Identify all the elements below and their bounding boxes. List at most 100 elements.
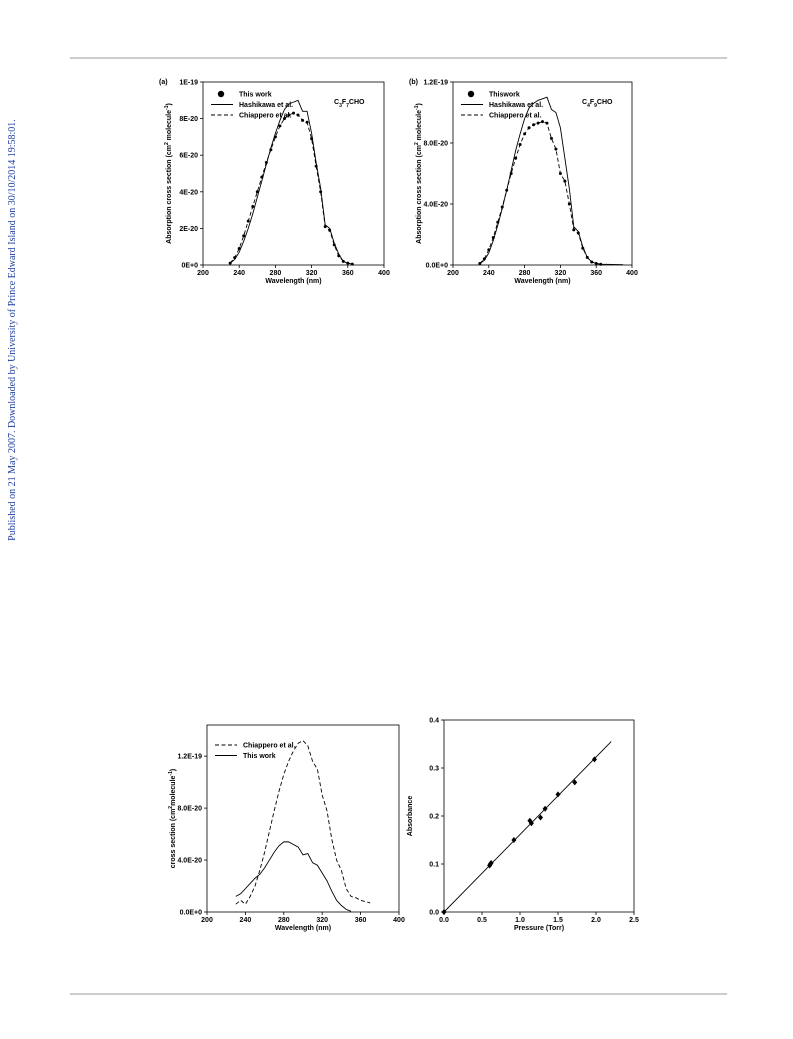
- data-line: [235, 841, 352, 912]
- text-part: 9: [594, 103, 597, 109]
- compound-label: C3F7CHO: [334, 99, 365, 109]
- text-part: F: [590, 99, 595, 106]
- x-tick-label: 320: [316, 917, 328, 924]
- x-tick-label: 400: [393, 917, 405, 924]
- y-tick-label: 8E-20: [179, 116, 198, 123]
- y-tick-label: 1.2E-19: [177, 754, 202, 761]
- y-axis-label: Absorbance: [407, 796, 414, 837]
- text-part: Absorbance: [407, 796, 414, 837]
- y-tick-label: 0.1: [429, 862, 439, 869]
- compound-label: C4F9CHO: [582, 99, 613, 109]
- y-tick-label: 1.2E-19: [423, 80, 448, 87]
- x-axis-label: Wavelength (nm): [514, 278, 570, 285]
- text-part: molecule: [416, 110, 423, 142]
- x-tick-label: 240: [240, 917, 252, 924]
- text-part: CHO: [349, 99, 365, 106]
- x-tick-label: 1.0: [515, 917, 525, 924]
- y-tick-label: 4.0E-20: [423, 202, 448, 209]
- y-tick-label: 0.0E+0: [180, 910, 202, 917]
- y-tick-label: 0.4: [429, 718, 439, 725]
- x-tick-label: 280: [270, 270, 282, 277]
- y-tick-label: 1E-19: [179, 80, 198, 87]
- y-tick-label: 0.0E+0: [426, 263, 448, 270]
- x-tick-label: 360: [355, 917, 367, 924]
- data-point: [255, 190, 259, 194]
- series-group: [478, 96, 624, 266]
- text-part: ): [166, 103, 173, 105]
- panel-label: (b): [409, 79, 418, 86]
- data-point: [572, 779, 578, 786]
- x-tick-label: 1.5: [553, 917, 563, 924]
- legend-label: Chiappero et al.: [489, 112, 542, 119]
- text-part: C: [582, 99, 587, 106]
- y-tick-label: 0.2: [429, 814, 439, 821]
- data-line: [443, 741, 612, 913]
- text-part: C: [334, 99, 339, 106]
- x-tick-label: 200: [201, 917, 213, 924]
- plot-frame: [202, 81, 385, 266]
- text-part: 2: [164, 142, 170, 145]
- x-tick-label: 240: [233, 270, 245, 277]
- data-point: [488, 860, 494, 867]
- plot-frame: [452, 81, 633, 266]
- legend-label: Hashikawa et al.: [489, 102, 543, 109]
- panel-label: (a): [159, 79, 168, 86]
- y-tick-label: 2E-20: [179, 226, 198, 233]
- text-part: molecule: [170, 775, 177, 805]
- y-tick-label: 6E-20: [179, 153, 198, 160]
- data-point: [511, 837, 517, 843]
- legend-marker: [467, 90, 475, 98]
- data-line: [229, 112, 353, 265]
- x-tick-label: 2.5: [629, 917, 639, 924]
- x-tick-label: 200: [197, 270, 209, 277]
- text-part: Absorption cross section (cm: [416, 145, 423, 244]
- text-part: CHO: [597, 99, 613, 106]
- data-point: [555, 791, 561, 798]
- data-point: [541, 120, 544, 124]
- data-point: [536, 121, 540, 125]
- text-part: 2: [168, 806, 174, 809]
- x-tick-label: 2.0: [591, 917, 601, 924]
- legend-label: Thiswork: [489, 91, 520, 98]
- series-group: [441, 741, 612, 915]
- text-part: 4: [587, 103, 590, 109]
- x-tick-label: 200: [447, 270, 459, 277]
- x-tick-label: 0.5: [477, 917, 487, 924]
- x-tick-label: 0.0: [439, 917, 449, 924]
- y-tick-label: 8.0E-20: [177, 806, 202, 813]
- x-tick-label: 320: [555, 270, 567, 277]
- legend-label: This work: [239, 91, 272, 98]
- x-tick-label: 280: [278, 917, 290, 924]
- text-part: molecule: [166, 110, 173, 142]
- x-tick-label: 240: [483, 270, 495, 277]
- y-tick-label: 4E-20: [179, 189, 198, 196]
- text-part: cross section (cm: [170, 809, 177, 869]
- data-point: [563, 179, 567, 183]
- x-axis-label: Pressure (Torr): [514, 925, 564, 932]
- y-tick-label: 0.0: [429, 910, 439, 917]
- text-part: 2: [414, 142, 420, 145]
- x-tick-label: 280: [519, 270, 531, 277]
- y-tick-label: 4.0E-20: [177, 858, 202, 865]
- data-line: [235, 740, 371, 905]
- x-tick-label: 400: [378, 270, 390, 277]
- text-part: ): [170, 769, 177, 771]
- x-axis-label: Wavelength (nm): [265, 278, 321, 285]
- plot-frame: [206, 724, 400, 913]
- x-tick-label: 400: [626, 270, 638, 277]
- data-line: [479, 121, 601, 265]
- text-part: Absorption cross section (cm: [166, 145, 173, 244]
- data-line: [229, 99, 353, 265]
- legend-label: Chiappero et al.: [243, 742, 296, 749]
- side-note: Published on 21 May 2007. Downloaded by …: [7, 119, 18, 541]
- y-tick-label: 0E+0: [181, 263, 198, 270]
- y-tick-label: 8.0E-20: [423, 141, 448, 148]
- text-part: -1: [168, 771, 174, 776]
- text-part: ): [416, 103, 423, 105]
- y-axis-label: Absorption cross section (cm2 molecule-1…: [414, 103, 423, 244]
- legend-label: This work: [243, 753, 276, 760]
- text-part: -1: [164, 105, 170, 110]
- x-axis-label: Wavelength (nm): [275, 925, 331, 932]
- text-part: 7: [346, 103, 349, 109]
